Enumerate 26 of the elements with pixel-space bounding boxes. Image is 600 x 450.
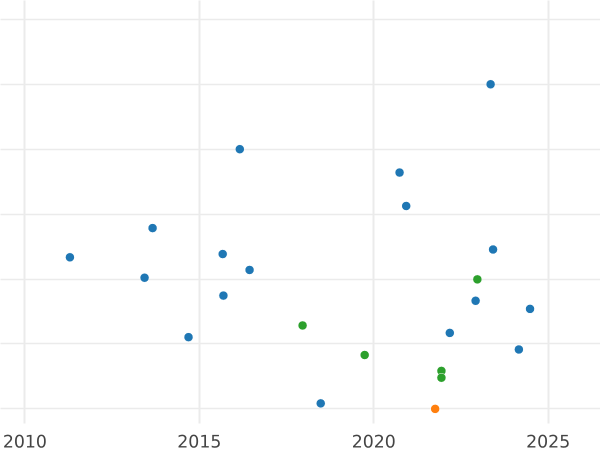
point bbox=[486, 80, 496, 89]
point bbox=[298, 320, 308, 330]
point bbox=[401, 201, 411, 211]
point bbox=[218, 290, 228, 300]
point bbox=[140, 273, 150, 282]
point bbox=[488, 244, 498, 254]
point bbox=[218, 249, 228, 259]
point bbox=[184, 332, 194, 342]
point bbox=[235, 144, 245, 154]
point bbox=[430, 404, 440, 414]
x-tick-label: 2010 bbox=[2, 432, 47, 450]
x-tick-label: 2015 bbox=[177, 432, 222, 450]
point bbox=[65, 252, 75, 262]
point bbox=[436, 372, 446, 382]
point bbox=[514, 344, 524, 354]
x-tick-label: 2020 bbox=[352, 432, 396, 450]
point bbox=[360, 350, 370, 360]
point bbox=[148, 223, 158, 233]
point bbox=[525, 304, 535, 314]
x-tick-label: 2025 bbox=[526, 432, 570, 450]
point bbox=[316, 398, 326, 408]
point bbox=[244, 265, 254, 275]
point bbox=[470, 296, 480, 306]
point bbox=[472, 274, 482, 284]
point bbox=[394, 168, 404, 178]
point bbox=[445, 328, 455, 338]
